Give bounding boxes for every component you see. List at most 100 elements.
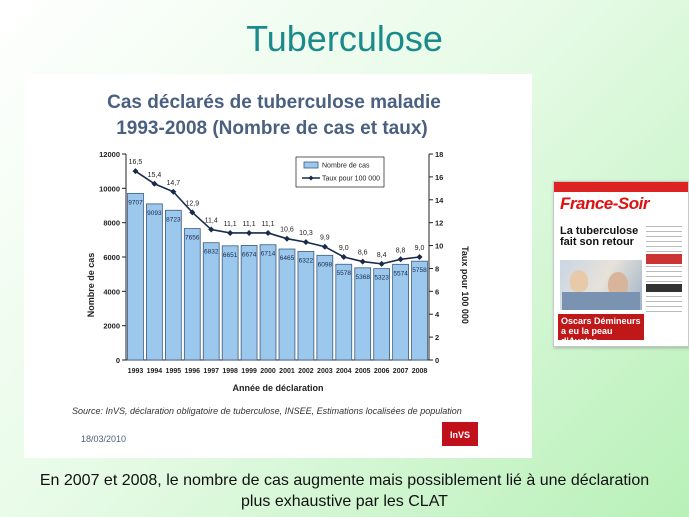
rate-point [321,243,328,250]
y-axis-label: Nombre de cas [86,253,96,318]
y-tick-label: 0 [116,356,120,365]
rate-point [283,235,290,242]
bar-value-label: 5758 [412,267,427,274]
invs-logo-box [442,422,478,446]
x-tick-label: 2000 [260,368,276,375]
bar [335,263,353,361]
bar [354,267,372,361]
rate-point [302,239,309,246]
bar [392,263,409,361]
legend-bar-label: Nombre de cas [322,163,370,170]
rate-value-label: 9,9 [320,235,330,242]
bar-value-label: 9707 [128,199,143,206]
bar-value-label: 6322 [299,257,314,264]
y2-tick-label: 0 [435,356,439,365]
bar-value-label: 6465 [280,255,295,262]
x-tick-label: 2005 [355,368,371,375]
bar-value-label: 5578 [337,270,352,277]
newspaper-side-column [646,226,682,316]
rate-value-label: 12,9 [185,200,199,207]
y-tick-label: 12000 [99,150,120,159]
chart-title-line2: 1993-2008 (Nombre de cas et taux) [116,118,428,139]
chart-date: 18/03/2010 [81,434,126,444]
newspaper-top-strip [554,182,688,192]
chart-title-line1: Cas déclarés de tuberculose maladie [107,92,441,113]
rate-value-label: 10,3 [299,230,313,237]
y2-tick-label: 18 [435,150,443,159]
rate-point [170,188,177,195]
rate-value-label: 11,1 [224,221,237,228]
rate-value-label: 9,0 [415,245,425,252]
y2-tick-label: 12 [435,219,443,228]
rate-point [132,168,139,175]
x-tick-label: 2002 [298,368,314,375]
bar [240,245,258,361]
y-tick-label: 6000 [103,253,120,262]
x-tick-label: 2003 [317,368,333,375]
bar [146,203,163,361]
y2-tick-label: 10 [435,242,443,251]
x-tick-label: 1993 [128,368,144,375]
rate-value-label: 8,6 [358,250,368,257]
chart-plot-area: 0 2000 4000 6000 8000 10000 12000 0 2 4 6 8 10 12 14 16… [99,150,444,375]
legend-line-label: Taux pour 100 000 [322,176,380,183]
newspaper-photo [560,260,642,310]
newspaper-photo-desk [562,292,640,310]
y2-tick-label: 14 [435,196,444,205]
bar [127,192,144,361]
rate-value-label: 8,4 [377,252,387,259]
bar [259,244,277,361]
rate-point [340,254,347,260]
rate-value-label: 11,1 [243,221,256,228]
bar [316,254,334,361]
bar-value-label: 7656 [185,235,200,242]
rate-value-label: 8,8 [396,247,406,254]
rate-point [208,226,215,233]
x-tick-label: 1996 [184,368,200,375]
bar [297,251,315,361]
x-tick-label: 2007 [393,368,409,375]
bar-value-label: 6098 [318,261,333,268]
newspaper-bottom-banner: Oscars Démineurs a eu la peau d'Avatar [558,314,644,346]
bar [278,248,296,361]
y2-tick-label: 6 [435,287,439,296]
bar [221,245,239,361]
rate-value-label: 15,4 [148,172,162,179]
x-tick-label: 2001 [279,368,295,375]
bar-value-label: 6651 [223,252,238,259]
rate-point [151,180,158,187]
bar [202,242,220,361]
bar [373,268,391,361]
legend-bar-swatch [303,161,319,169]
x-tick-label: 2004 [336,368,352,375]
newspaper-side-banner [646,284,682,292]
newspaper-photo-person [570,270,588,292]
rate-line [135,170,420,265]
rate-value-label: 14,7 [167,180,181,187]
newspaper-side-banner [646,254,682,264]
rate-value-label: 10,6 [280,227,294,234]
bar [411,260,428,361]
caption-line-2: plus exhaustive par les CLAT [241,493,448,510]
rate-point [227,229,234,236]
slide-title: Tuberculose [246,18,443,59]
newspaper-masthead: France-Soir [560,194,649,213]
y-tick-label: 4000 [103,287,120,296]
rate-value-label: 11,4 [205,218,218,225]
chart-svg: Cas déclarés de tuberculose maladie 1993… [72,92,478,446]
invs-logo-text: InVS [450,430,470,440]
bar-value-label: 5323 [374,275,389,282]
legend-box [295,156,385,188]
y2-tick-label: 8 [435,264,439,273]
newspaper-photo-person [608,272,628,296]
bar-value-label: 6832 [204,249,219,256]
y2-axis-label: Taux pour 100 000 [460,246,470,324]
bar-value-label: 5574 [393,270,408,277]
x-tick-label: 2008 [412,368,428,375]
rate-point [359,258,366,265]
rate-point [397,256,404,263]
legend-line-marker [308,175,314,181]
rate-point [246,229,253,236]
bar-value-label: 6714 [261,251,276,258]
y-tick-label: 8000 [103,219,120,228]
